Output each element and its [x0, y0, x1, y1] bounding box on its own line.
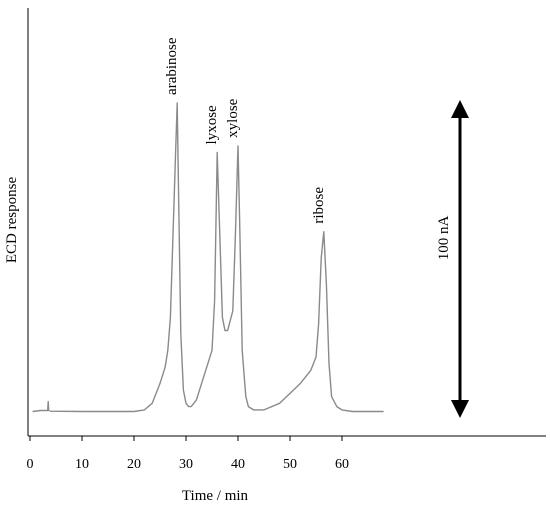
x-tick-label: 30	[179, 457, 193, 472]
x-tick-label: 50	[283, 457, 297, 472]
peak-annotations: arabinose lyxose xylose ribose	[164, 37, 327, 224]
axes	[27, 8, 546, 437]
chromatogram-trace	[32, 102, 384, 413]
y-axis-label: ECD response	[4, 177, 20, 264]
x-tick-label: 40	[231, 457, 245, 472]
x-tick-label: 10	[75, 457, 89, 472]
x-tick-label: 20	[127, 457, 141, 472]
scale-bar-arrow-up	[451, 100, 469, 118]
scale-bar: 100 nA	[436, 100, 469, 418]
x-axis-label: Time / min	[182, 488, 249, 504]
scale-bar-arrow-down	[451, 400, 469, 418]
x-tick-label: 0	[27, 457, 34, 472]
peak-label: ribose	[311, 187, 327, 224]
peak-label: lyxose	[204, 105, 220, 145]
peak-label: arabinose	[164, 37, 180, 95]
x-tick-label: 60	[335, 457, 349, 472]
x-axis-ticks: 0 10 20 30 40 50 60	[27, 436, 349, 472]
peak-label: xylose	[225, 98, 241, 138]
scale-bar-label: 100 nA	[436, 216, 452, 261]
